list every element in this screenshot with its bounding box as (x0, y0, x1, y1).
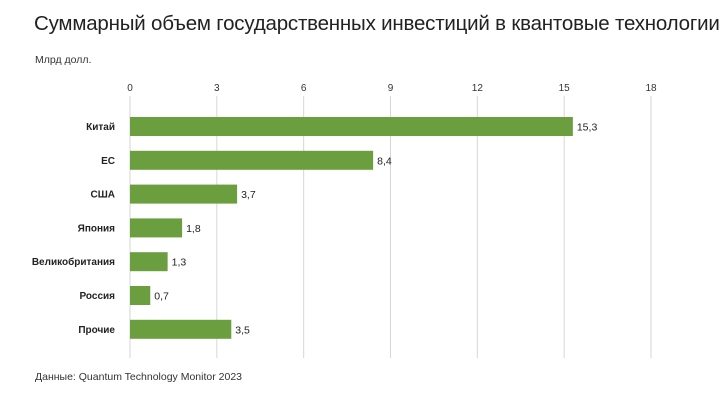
value-label: 3,5 (235, 324, 250, 336)
x-axis-ticks: 0 3 6 9 12 15 18 (127, 83, 657, 94)
gridlines (129, 96, 652, 358)
bar (130, 150, 374, 170)
category-labels: Китай ЕС США Япония Великобритания Россия Проч… (32, 122, 116, 336)
category-label: Великобритания (32, 256, 115, 268)
x-tick-label: 18 (645, 83, 657, 94)
source-note: Данные: Quantum Technology Monitor 2023 (35, 371, 243, 383)
value-label: 8,4 (377, 155, 392, 167)
category-label: Прочие (78, 325, 115, 336)
bar (130, 319, 232, 339)
value-label: 1,8 (186, 223, 201, 235)
unit-label: Млрд долл. (35, 54, 92, 66)
chart-title: Суммарный объем государственных инвестиц… (34, 12, 720, 35)
bar (130, 184, 238, 204)
value-label: 15,3 (577, 122, 598, 134)
x-tick-label: 3 (214, 83, 220, 94)
x-tick-label: 12 (472, 83, 484, 94)
bar (130, 252, 168, 272)
category-label: Китай (86, 122, 115, 133)
x-tick-label: 6 (301, 83, 307, 94)
category-label: ЕС (101, 156, 115, 167)
value-label: 0,7 (154, 291, 169, 303)
x-tick-label: 9 (388, 83, 394, 94)
bars (130, 117, 573, 339)
value-label: 1,3 (172, 257, 187, 269)
x-tick-label: 0 (127, 83, 133, 94)
category-label: США (91, 190, 116, 201)
bar (130, 286, 151, 305)
value-labels: 15,3 8,4 3,7 1,8 1,3 0,7 3,5 (154, 122, 597, 337)
bar (130, 218, 183, 238)
category-label: Япония (78, 223, 116, 234)
category-label: Россия (79, 291, 115, 302)
bar (130, 117, 573, 136)
value-label: 3,7 (241, 189, 256, 201)
x-tick-label: 15 (559, 83, 571, 94)
